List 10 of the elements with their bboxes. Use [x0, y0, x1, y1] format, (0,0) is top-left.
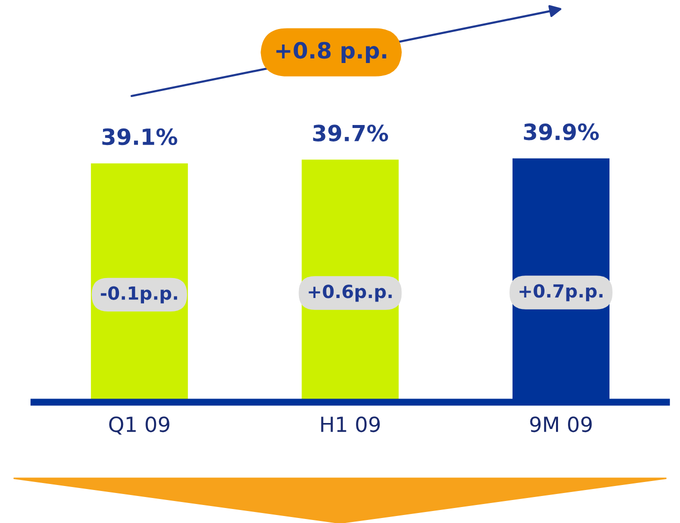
annotation: +0.6p.p.	[308, 284, 392, 302]
data-label: 39.9%	[524, 123, 599, 140]
x-tick-label: H1 09	[321, 416, 380, 432]
annotation: +0.7p.p.	[520, 284, 602, 302]
text: +0.8 p.p.	[276, 42, 386, 64]
annotation: -0.1p.p.	[100, 286, 178, 304]
data-label: 39.7%	[313, 124, 388, 142]
data-label: 39.1%	[102, 128, 178, 146]
x-tick-label: 9M 09	[530, 416, 592, 432]
x-tick-label: Q1 09	[109, 416, 170, 435]
